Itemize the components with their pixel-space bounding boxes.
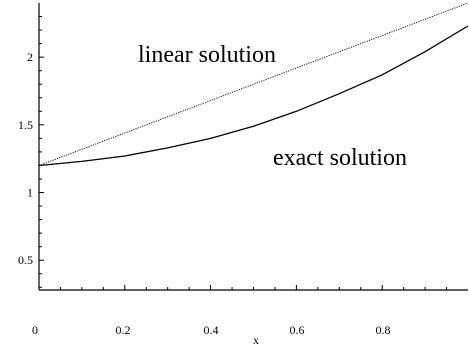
y-tick-label: 1 bbox=[27, 186, 33, 200]
x-tick-label: 0.8 bbox=[376, 323, 391, 337]
x-tick-label: 0 bbox=[32, 323, 38, 337]
y-tick-label: 2 bbox=[27, 50, 33, 64]
plot-area: 0 0.2 0.4 0.6 0.8 0.5 1 1.5 2 x linear solution exa… bbox=[18, 2, 469, 346]
series-line-1 bbox=[38, 25, 469, 167]
y-tick-label: 0.5 bbox=[18, 253, 33, 267]
x-tick-label: 0.4 bbox=[204, 323, 219, 337]
annotation-label: linear solution bbox=[138, 42, 276, 68]
x-tick-label: 0.6 bbox=[290, 323, 305, 337]
y-tick-label: 1.5 bbox=[18, 118, 33, 132]
x-tick-label: 0.2 bbox=[116, 323, 131, 337]
series-line-0 bbox=[38, 2, 469, 166]
annotation-label: exact solution bbox=[273, 145, 407, 171]
x-axis-title: x bbox=[253, 333, 259, 346]
